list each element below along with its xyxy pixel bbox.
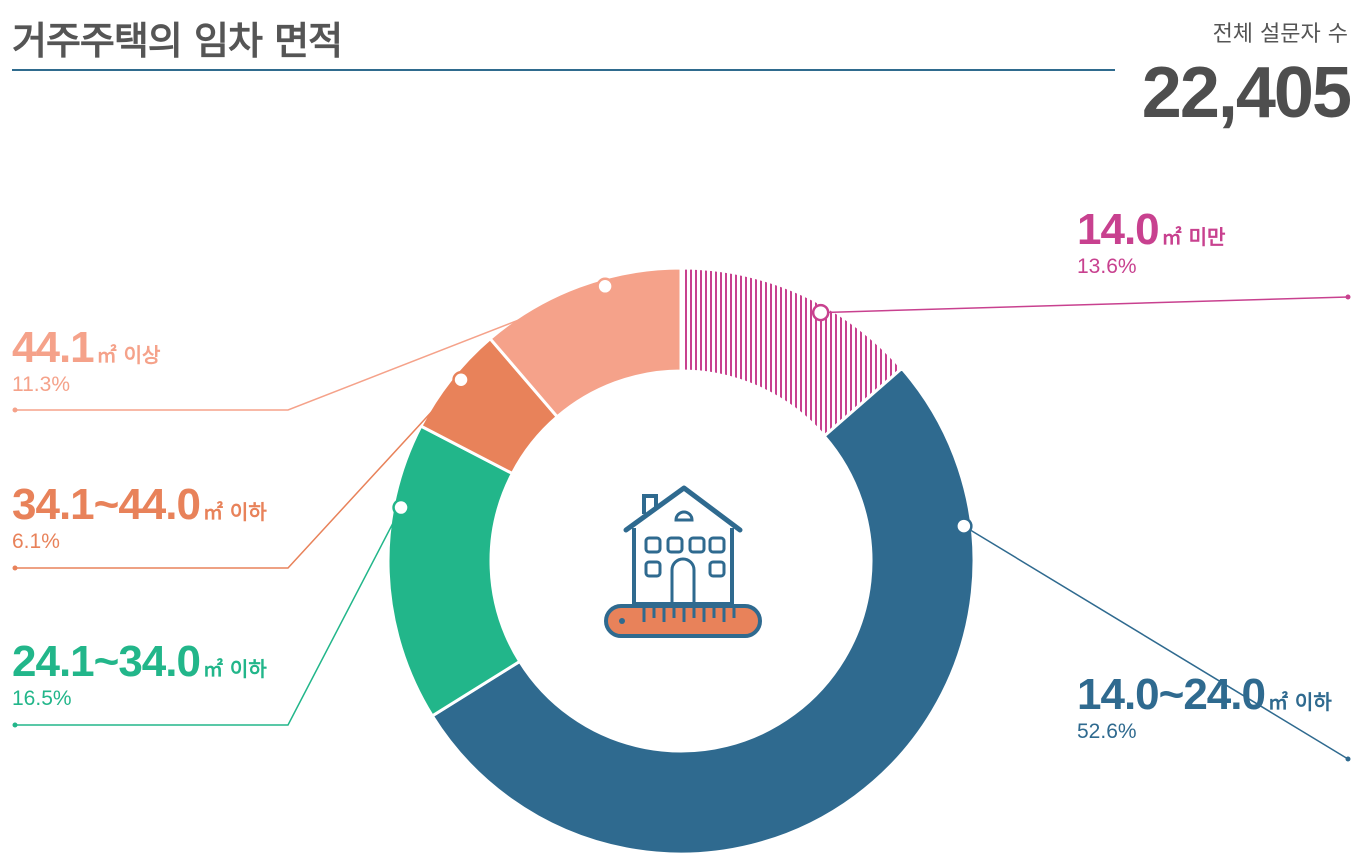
ruler-ticks <box>642 608 736 622</box>
label-unit: ㎡ 이하 <box>202 657 267 681</box>
slice-14-24 <box>430 366 976 856</box>
leader-24-34-dot <box>392 498 410 517</box>
label-name: 14.0~24.0 <box>1077 670 1266 719</box>
label-name: 44.1 <box>12 323 95 372</box>
label-percent: 13.6% <box>1077 255 1137 278</box>
house-window <box>644 560 662 578</box>
leader-14-24-line <box>963 525 1349 760</box>
label-34-44: 34.1~44.0 ㎡ 이하 6.1% <box>12 480 267 554</box>
label-unit: ㎡ 미만 <box>1161 225 1226 249</box>
leader-14-24-dot <box>955 517 973 535</box>
label-unit: ㎡ 이하 <box>202 500 267 524</box>
house-window <box>644 536 662 554</box>
leader-over-44-line <box>15 285 606 411</box>
house-chimney <box>642 494 658 514</box>
leader-under-14-dot <box>811 303 830 322</box>
label-name: 24.1~34.0 <box>12 637 201 686</box>
ruler-hole <box>619 618 625 624</box>
respondents-value: 22,405 <box>1141 53 1352 133</box>
leader-24-34-end-dot <box>12 722 18 728</box>
slices-group <box>386 266 976 856</box>
label-name: 14.0 <box>1077 205 1160 254</box>
leader-under-14-line <box>820 296 1349 314</box>
house-gable-window <box>674 510 694 522</box>
house-window <box>666 536 684 554</box>
title-divider <box>12 69 1115 71</box>
label-over-44: 44.1 ㎡ 이상 11.3% <box>12 323 160 397</box>
label-unit: ㎡ 이하 <box>1267 690 1332 714</box>
label-24-34: 24.1~34.0 ㎡ 이하 16.5% <box>12 637 267 711</box>
label-percent: 11.3% <box>12 373 70 396</box>
respondents-label: 전체 설문자 수 <box>1212 22 1348 47</box>
label-name: 34.1~44.0 <box>12 480 201 529</box>
leader-over-44-dot <box>596 277 614 296</box>
house-door <box>670 557 696 602</box>
slice-over-44 <box>488 266 683 419</box>
slice-24-34 <box>386 424 522 718</box>
leader-34-44-end-dot <box>12 565 18 571</box>
leader-14-24-end-dot <box>1345 756 1351 762</box>
house-window <box>708 536 726 554</box>
label-under-14: 14.0 ㎡ 미만 13.6% <box>1077 205 1225 279</box>
house-ruler-icon <box>604 485 762 638</box>
leader-under-14-end-dot <box>1345 294 1351 300</box>
leader-over-44-end-dot <box>12 407 18 413</box>
label-14-24: 14.0~24.0 ㎡ 이하 52.6% <box>1077 670 1332 744</box>
house-window <box>708 560 726 578</box>
leader-34-44-dot <box>452 371 470 389</box>
leader-24-34-line <box>15 507 402 726</box>
house-roof <box>623 485 743 533</box>
label-percent: 52.6% <box>1077 720 1137 743</box>
label-percent: 16.5% <box>12 687 72 710</box>
leader-34-44-line <box>15 379 462 569</box>
label-percent: 6.1% <box>12 530 60 553</box>
page-title: 거주주택의 임차 면적 <box>12 19 343 63</box>
leader-lines-group <box>12 277 1351 762</box>
label-unit: ㎡ 이상 <box>96 343 161 367</box>
house-window <box>688 536 706 554</box>
